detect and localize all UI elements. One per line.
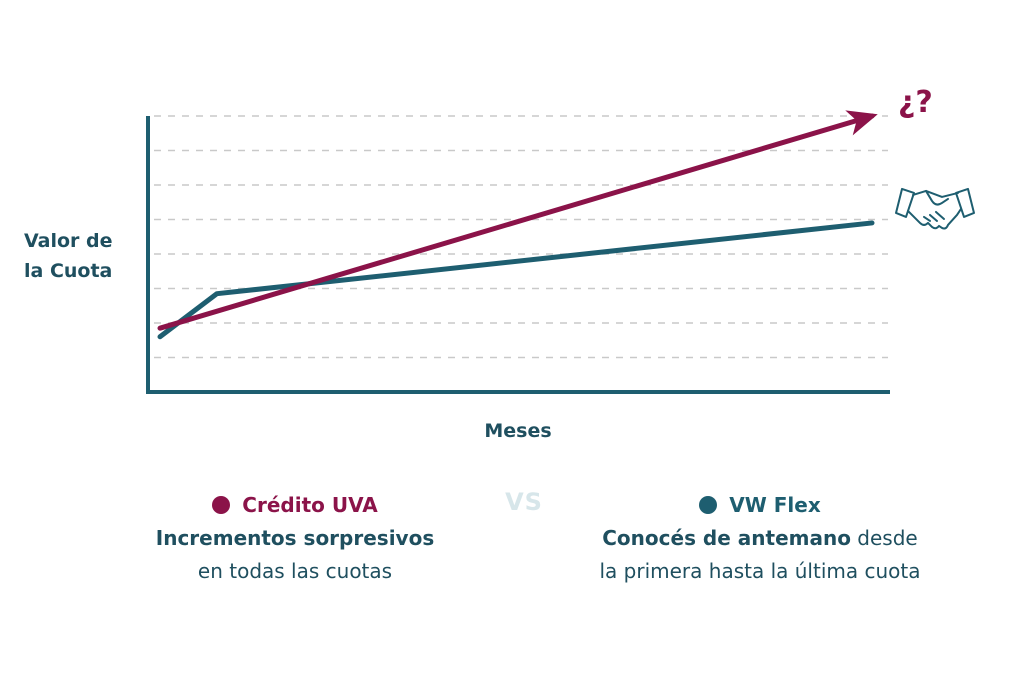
legend-uva-line-1-text: Incrementos sorpresivos [155, 526, 435, 550]
legend-flex-line-1: Conocés de antemano desde [560, 522, 960, 555]
legend-uva-label: Crédito UVA [242, 493, 378, 517]
legend-flex-line-1-rest: desde [850, 526, 918, 550]
series-line-uva [157, 113, 875, 331]
handshake-bottom [907, 207, 962, 230]
legend-uva-title: Crédito UVA [110, 488, 480, 522]
legend-uva: Crédito UVA Incrementos sorpresivos en t… [110, 488, 480, 588]
legend-flex-title: VW Flex [560, 488, 960, 522]
gridlines [154, 115, 888, 359]
legend-flex: VW Flex Conocés de antemano desde la pri… [560, 488, 960, 588]
handshake-fingers [923, 210, 945, 222]
handshake-left-cuff [895, 187, 915, 218]
handshake-icon [895, 187, 975, 230]
handshake-right-cuff [955, 187, 975, 218]
handshake-top [912, 189, 959, 198]
legend-uva-line-2: en todas las cuotas [197, 559, 393, 583]
question-annotation: ¿? [898, 85, 933, 120]
axes [146, 116, 890, 394]
y-axis-label-line-1: Valor de [24, 230, 113, 252]
handshake-thumb [925, 189, 949, 206]
legend-uva-line-1: Incrementos sorpresivos [110, 522, 480, 555]
series-line-flex [157, 220, 875, 340]
arrowhead-uva [845, 110, 878, 136]
legend-flex-label: VW Flex [729, 493, 821, 517]
annotations: ¿? [895, 85, 975, 230]
legend-uva-dot [212, 496, 231, 514]
series-layer [157, 110, 878, 340]
legend-flex-line-1-bold: Conocés de antemano [602, 526, 851, 550]
y-axis-label-line-2: la Cuota [24, 260, 113, 282]
x-axis-label: Meses [484, 420, 552, 442]
y-axis-label: Valor de la Cuota [24, 226, 113, 286]
legend-flex-line-2: la primera hasta la última cuota [599, 559, 921, 583]
vs-label: VS [505, 488, 543, 516]
legend-flex-dot [699, 496, 718, 514]
